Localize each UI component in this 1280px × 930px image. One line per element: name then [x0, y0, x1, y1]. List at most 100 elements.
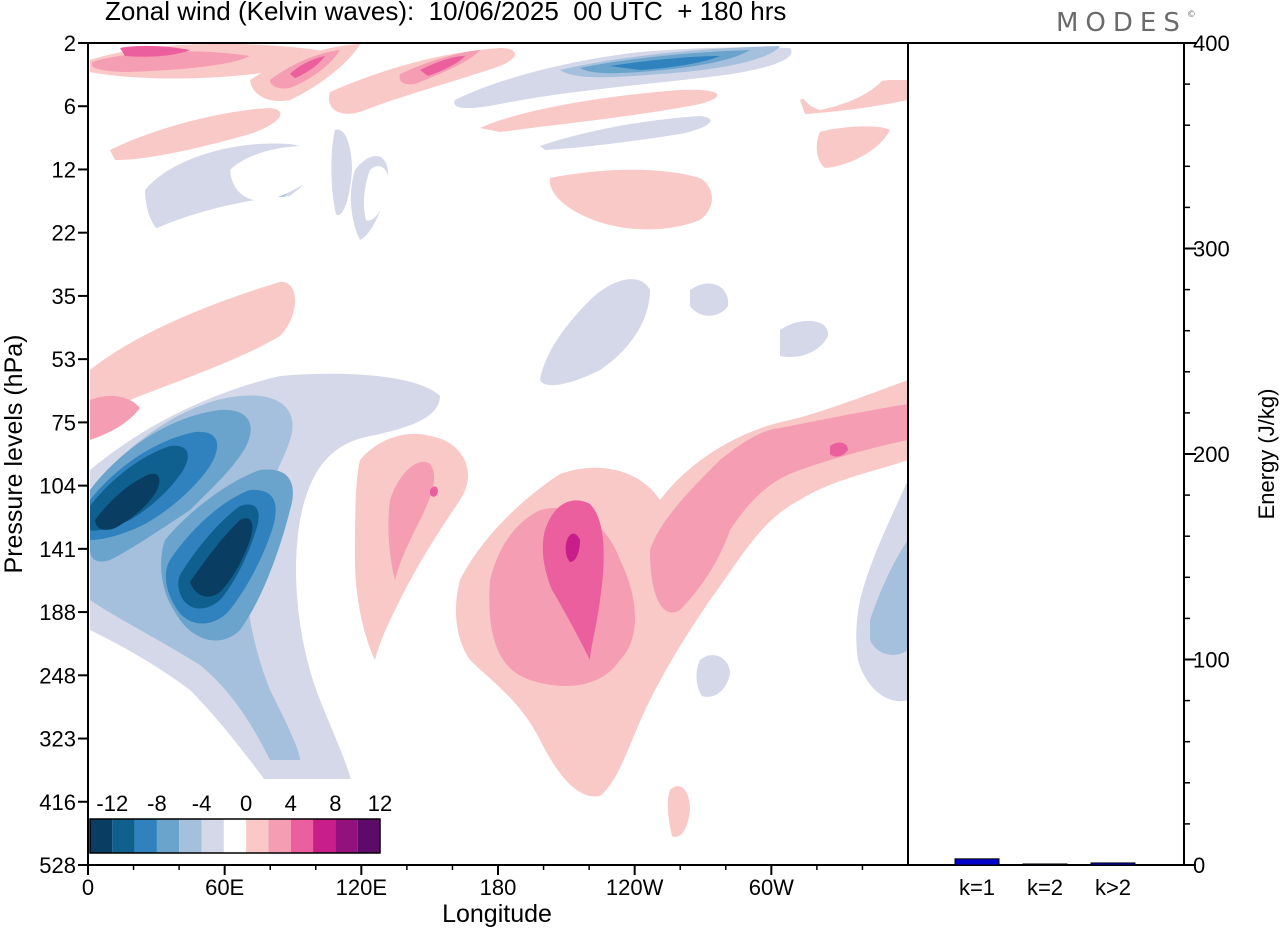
y-axis: 2 6 12 22 35 53 75 104 141 188 248 323 416 528	[39, 31, 88, 878]
logo-text: MODES	[1056, 8, 1187, 38]
energy-bars: k=1 k=2 k>2	[954, 858, 1136, 900]
chart-title: Zonal wind (Kelvin waves): 10/06/2025 00…	[105, 0, 787, 26]
contour-46	[650, 404, 908, 613]
y-tick-label: 22	[52, 221, 76, 246]
colorbar-label: -12	[96, 791, 128, 816]
colorbar-swatch	[201, 819, 224, 853]
energy-bar-k=2	[1022, 863, 1068, 866]
colorbar-swatch	[268, 819, 291, 853]
colorbar: -12 -8 -4 0 4 8 12	[89, 779, 392, 854]
colorbar-swatch	[134, 819, 157, 853]
colorbar-label: 4	[285, 791, 297, 816]
energy-tick-label: 200	[1193, 442, 1230, 467]
energy-tick-label: 100	[1193, 648, 1230, 673]
contour-52	[140, 196, 309, 250]
colorbar-label: 0	[240, 791, 252, 816]
colorbar-swatch	[156, 819, 180, 853]
energy-panel-frame	[907, 42, 1185, 866]
contour-field	[90, 43, 908, 837]
contour-5	[290, 56, 325, 78]
energy-axis: 0 100 200 300 400	[1184, 31, 1230, 878]
energy-axis-label: Energy (J/kg)	[1254, 389, 1279, 520]
colorbar-swatch	[313, 819, 336, 853]
contour-9	[90, 88, 200, 118]
contour-14	[480, 89, 718, 132]
x-tick-label: 120E	[336, 875, 387, 900]
contour-8	[420, 56, 465, 76]
colorbar-frame	[89, 818, 381, 854]
x-tick-label: 60W	[749, 875, 794, 900]
contour-41	[696, 655, 730, 697]
energy-category-label: k=2	[1027, 875, 1063, 900]
energy-bar-k=1	[954, 858, 1000, 866]
y-tick-label: 528	[39, 853, 76, 878]
energy-category-label: k>2	[1095, 875, 1131, 900]
contour-24	[540, 279, 650, 386]
y-axis-label: Pressure levels (hPa)	[0, 335, 28, 574]
colorbar-label: -4	[192, 791, 212, 816]
contour-13	[610, 56, 720, 70]
contour-40	[870, 540, 908, 655]
contour-2	[120, 45, 190, 57]
contour-25	[690, 283, 729, 316]
y-tick-label: 35	[52, 284, 76, 309]
y-tick-label: 141	[39, 537, 76, 562]
x-tick-label: 120W	[606, 875, 664, 900]
colorbar-swatch	[290, 819, 314, 853]
contour-38	[95, 473, 160, 530]
contour-44	[388, 461, 435, 580]
contour-55	[799, 68, 890, 110]
colorbar-swatch	[357, 819, 380, 853]
y-tick-label: 416	[39, 790, 76, 815]
y-tick-label: 248	[39, 663, 76, 688]
energy-bar-k>2	[1090, 862, 1136, 866]
contour-22	[331, 129, 352, 216]
logo-mark: ©	[1186, 10, 1196, 20]
y-tick-label: 12	[52, 157, 76, 182]
y-tick-label: 323	[39, 727, 76, 752]
colorbar-label: 12	[368, 791, 392, 816]
contour-17	[816, 126, 890, 168]
energy-tick-label: 300	[1193, 237, 1230, 262]
contour-16	[110, 108, 281, 160]
colorbar-swatch	[112, 819, 135, 853]
energy-tick-label: 400	[1193, 31, 1230, 56]
colorbar-swatch	[223, 819, 247, 853]
contour-51	[667, 786, 690, 837]
colorbar-swatch	[179, 819, 202, 853]
colorbar-swatch	[90, 819, 113, 853]
contour-27	[90, 281, 295, 430]
colorbar-swatch	[335, 819, 358, 853]
contour-26	[780, 320, 829, 358]
contour-53	[230, 146, 330, 201]
contour-47	[542, 500, 604, 660]
x-tick-label: 0	[82, 875, 94, 900]
x-tick-label: 60E	[205, 875, 244, 900]
y-tick-label: 53	[52, 347, 76, 372]
contour-15	[540, 116, 711, 150]
energy-tick-label: 0	[1193, 853, 1205, 878]
x-axis-label: Longitude	[442, 900, 552, 928]
contour-18	[549, 169, 712, 230]
contour-48	[565, 533, 580, 562]
contour-37	[190, 518, 253, 597]
contour-56	[760, 124, 777, 136]
modes-logo: MODES©	[1056, 8, 1196, 38]
contour-49	[830, 442, 848, 457]
y-tick-label: 104	[39, 474, 76, 499]
contour-54	[363, 166, 389, 221]
y-tick-label: 6	[64, 94, 76, 119]
colorbar-swatch	[246, 819, 269, 853]
x-axis: 0 60E 120E 180 120W 60W	[82, 865, 864, 900]
contour-28	[90, 395, 140, 440]
colorbar-label: 8	[329, 791, 341, 816]
contour-42	[355, 433, 469, 660]
contour-50	[430, 486, 438, 497]
colorbar-label: -8	[147, 791, 167, 816]
energy-category-label: k=1	[959, 875, 995, 900]
y-tick-label: 2	[64, 31, 76, 56]
y-tick-label: 75	[52, 410, 76, 435]
y-tick-label: 188	[39, 600, 76, 625]
x-tick-label: 180	[480, 875, 517, 900]
